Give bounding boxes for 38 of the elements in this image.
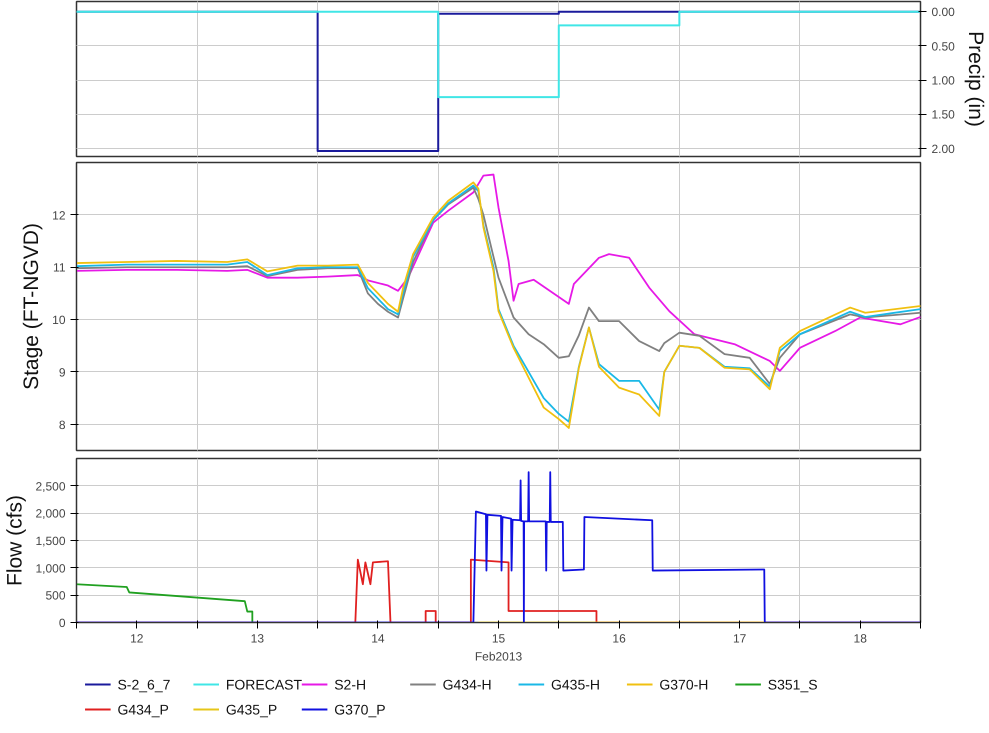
x-tick-label: 17 bbox=[732, 632, 747, 646]
legend-label: FORECAST bbox=[226, 676, 303, 692]
y2-tick-label: 2.00 bbox=[932, 142, 956, 156]
y-tick-label: 0 bbox=[58, 616, 66, 630]
x-tick-label: 12 bbox=[130, 632, 144, 646]
y2-tick-label: 0.50 bbox=[932, 39, 956, 54]
legend-label: G435_P bbox=[226, 702, 278, 718]
legend-label: G434-H bbox=[442, 676, 492, 692]
y-tick-label: 2,500 bbox=[35, 479, 66, 494]
y-tick-label: 11 bbox=[53, 260, 66, 275]
legend-label: G370_P bbox=[334, 702, 386, 718]
y-tick-label: 1,000 bbox=[35, 561, 66, 576]
line-series bbox=[76, 583, 254, 622]
legend-label: G434_P bbox=[117, 702, 169, 718]
legend-label: G435-H bbox=[550, 676, 600, 692]
x-axis-title: Feb2013 bbox=[474, 650, 523, 664]
y-tick-label: 2,000 bbox=[35, 506, 66, 521]
legend-label: G370-H bbox=[659, 676, 708, 692]
y2-tick-label: 0.00 bbox=[932, 5, 956, 20]
x-tick-label: 18 bbox=[854, 632, 868, 646]
y-axis-title: Stage (FT-NGVD) bbox=[20, 223, 44, 390]
y2-axis-title: Precip (in) bbox=[964, 31, 987, 127]
y-tick-label: 9 bbox=[58, 365, 66, 380]
y2-tick-label: 1.50 bbox=[932, 108, 956, 122]
x-tick-label: 13 bbox=[250, 632, 264, 646]
y-tick-label: 10 bbox=[52, 313, 66, 328]
y-tick-label: 12 bbox=[52, 208, 66, 222]
y-tick-label: 1,500 bbox=[35, 534, 66, 548]
x-tick-label: 14 bbox=[371, 632, 385, 646]
legend-label: S2-H bbox=[334, 676, 366, 692]
y-tick-label: 8 bbox=[58, 418, 66, 432]
legend-label: S351_S bbox=[768, 676, 818, 692]
y-tick-label: 500 bbox=[45, 588, 66, 603]
legend-label: S-2_6_7 bbox=[117, 676, 171, 692]
x-tick-label: 16 bbox=[612, 632, 626, 646]
y2-tick-label: 1.00 bbox=[932, 74, 956, 88]
x-tick-label: 15 bbox=[492, 632, 506, 646]
y-axis-title: Flow (cfs) bbox=[3, 494, 26, 586]
